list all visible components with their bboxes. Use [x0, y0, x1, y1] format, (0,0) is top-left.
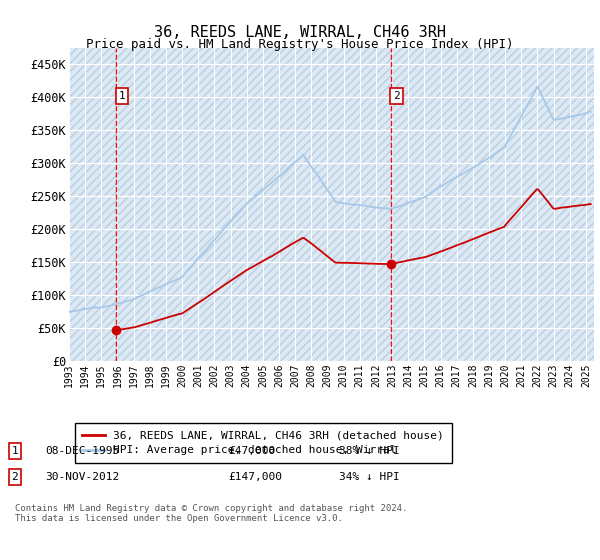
Text: 34% ↓ HPI: 34% ↓ HPI [339, 472, 400, 482]
Text: £147,000: £147,000 [228, 472, 282, 482]
Text: Price paid vs. HM Land Registry's House Price Index (HPI): Price paid vs. HM Land Registry's House … [86, 38, 514, 51]
Text: 2: 2 [11, 472, 19, 482]
Text: 08-DEC-1995: 08-DEC-1995 [45, 446, 119, 456]
Text: 30-NOV-2012: 30-NOV-2012 [45, 472, 119, 482]
Legend: 36, REEDS LANE, WIRRAL, CH46 3RH (detached house), HPI: Average price, detached : 36, REEDS LANE, WIRRAL, CH46 3RH (detach… [74, 423, 452, 463]
Text: 36, REEDS LANE, WIRRAL, CH46 3RH: 36, REEDS LANE, WIRRAL, CH46 3RH [154, 25, 446, 40]
Text: 38% ↓ HPI: 38% ↓ HPI [339, 446, 400, 456]
Text: 1: 1 [119, 91, 125, 101]
Text: Contains HM Land Registry data © Crown copyright and database right 2024.
This d: Contains HM Land Registry data © Crown c… [15, 504, 407, 524]
Text: £47,000: £47,000 [228, 446, 275, 456]
Text: 1: 1 [11, 446, 19, 456]
Text: 2: 2 [393, 91, 400, 101]
